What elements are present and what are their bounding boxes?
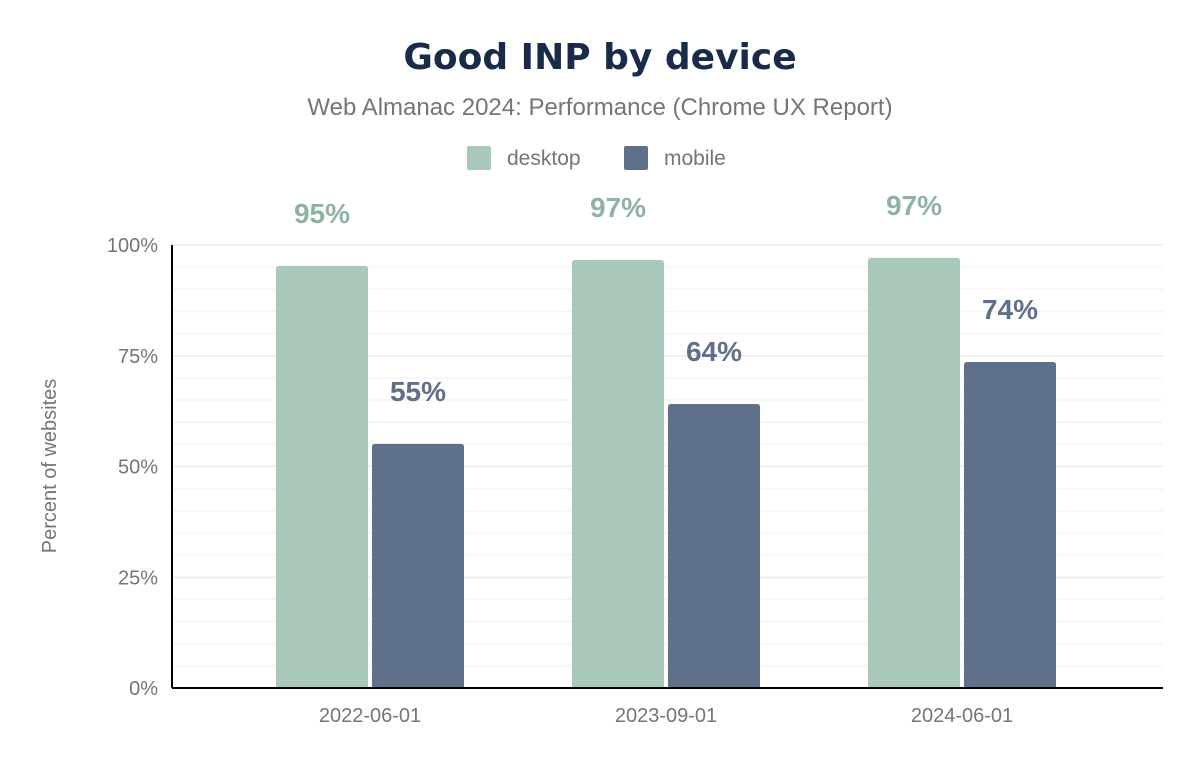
- legend-label-desktop: desktop: [507, 147, 581, 170]
- x-tick-label: 2024-06-01: [911, 705, 1013, 727]
- y-axis-label: Percent of websites: [39, 379, 61, 554]
- bar-desktop: [276, 265, 368, 688]
- chart-title: Good INP by device: [403, 37, 796, 78]
- bar-desktop: [868, 257, 960, 688]
- data-label-mobile: 55%: [390, 376, 446, 407]
- data-label-desktop: 97%: [886, 190, 942, 221]
- bar-desktop: [572, 260, 664, 688]
- y-tick-label: 50%: [118, 457, 158, 479]
- x-tick-label: 2022-06-01: [319, 705, 421, 727]
- chart-subtitle: Web Almanac 2024: Performance (Chrome UX…: [307, 94, 892, 121]
- x-tick-label: 2023-09-01: [615, 705, 717, 727]
- y-tick-label: 75%: [118, 346, 158, 368]
- axes: 0% 25% 50% 75% 100% 2022-06-01 2023-09-01 2024-…: [107, 235, 1163, 727]
- legend-swatch-desktop: [467, 146, 491, 170]
- bars: 95% 55% 97% 64% 97% 74%: [276, 190, 1056, 688]
- y-tick-label: 0%: [129, 678, 158, 700]
- legend-swatch-mobile: [624, 146, 648, 170]
- data-label-desktop: 95%: [294, 198, 350, 229]
- bar-mobile: [372, 443, 464, 688]
- data-label-mobile: 64%: [686, 336, 742, 367]
- legend: desktop mobile: [467, 146, 726, 170]
- bar-mobile: [964, 361, 1056, 688]
- data-label-mobile: 74%: [982, 294, 1038, 325]
- y-tick-label: 25%: [118, 567, 158, 589]
- bar-mobile: [668, 404, 760, 688]
- y-tick-label: 100%: [107, 235, 158, 257]
- data-label-desktop: 97%: [590, 192, 646, 223]
- legend-label-mobile: mobile: [664, 147, 726, 170]
